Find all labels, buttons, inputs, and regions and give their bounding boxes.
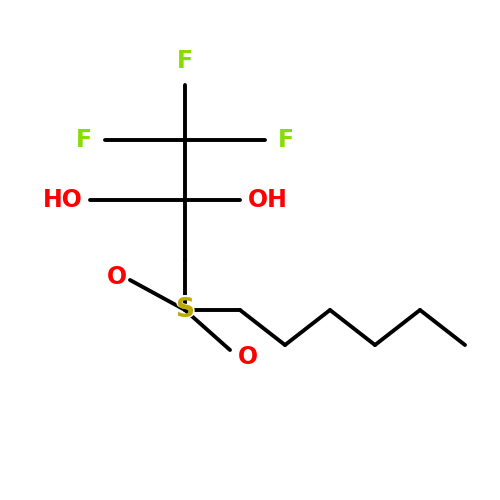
Text: O: O xyxy=(238,344,262,371)
Text: O: O xyxy=(102,264,128,291)
Text: F: F xyxy=(76,128,92,152)
Text: F: F xyxy=(278,126,297,154)
Text: HO: HO xyxy=(42,188,82,212)
Text: HO: HO xyxy=(34,186,82,214)
Text: O: O xyxy=(238,346,258,370)
Text: OH: OH xyxy=(248,186,296,214)
Text: S: S xyxy=(176,297,195,323)
Text: OH: OH xyxy=(248,188,288,212)
Text: F: F xyxy=(175,44,195,72)
Text: F: F xyxy=(278,128,293,152)
Text: S: S xyxy=(174,294,197,326)
Text: F: F xyxy=(72,126,92,154)
Text: F: F xyxy=(177,48,193,72)
Text: O: O xyxy=(108,266,128,289)
